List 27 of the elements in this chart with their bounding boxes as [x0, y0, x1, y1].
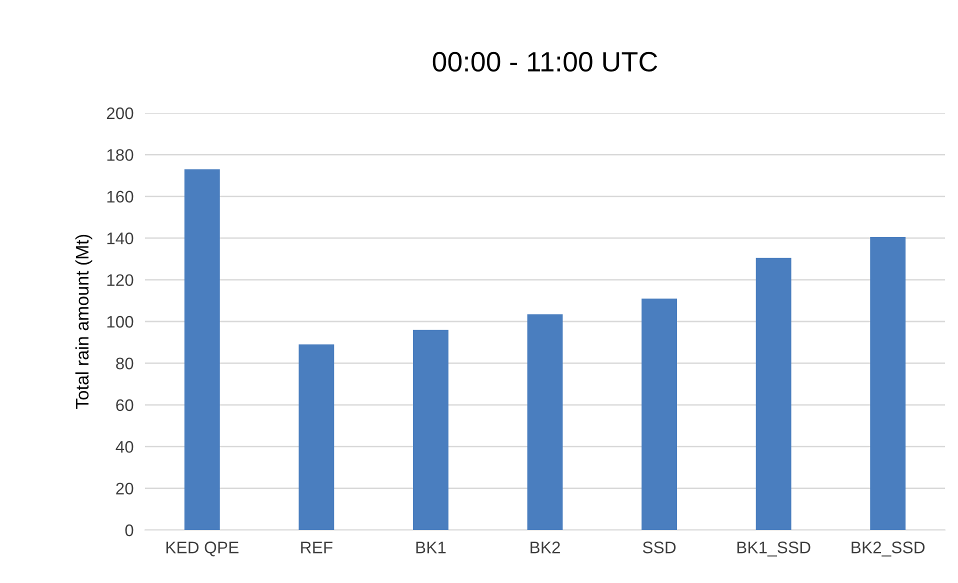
x-tick-label: SSD	[642, 542, 676, 554]
x-tick-label: BK1	[416, 542, 446, 554]
x-tick-label: BK2_SSD	[852, 542, 925, 556]
chart-title: 00:00 - 11:00 UTC	[432, 52, 658, 72]
y-tick-label: 100	[107, 316, 134, 328]
y-tick-label: 0	[125, 524, 134, 536]
bar	[527, 314, 563, 530]
bar	[184, 169, 220, 530]
y-tick-label: 120	[107, 274, 134, 286]
y-tick-label: 200	[106, 107, 134, 120]
y-axis-title: Total rain amount (Mt)	[75, 234, 92, 409]
x-tick-label: REF	[301, 542, 332, 554]
bar	[642, 298, 677, 530]
bar	[756, 258, 792, 530]
bar	[298, 344, 334, 530]
y-tick-label: 60	[116, 399, 134, 412]
y-tick-label: 160	[107, 190, 134, 203]
y-tick-label: 20	[116, 482, 134, 495]
bar	[870, 237, 906, 530]
y-tick-label: 140	[107, 232, 134, 244]
y-tick-label: 180	[107, 149, 134, 161]
x-tick-label: BK1_SSD	[737, 542, 810, 556]
x-tick-label: BK2	[530, 542, 560, 554]
bar	[413, 330, 448, 530]
x-tick-label: KED QPE	[166, 542, 238, 556]
y-tick-label: 80	[116, 358, 134, 370]
y-tick-label: 40	[116, 441, 134, 453]
